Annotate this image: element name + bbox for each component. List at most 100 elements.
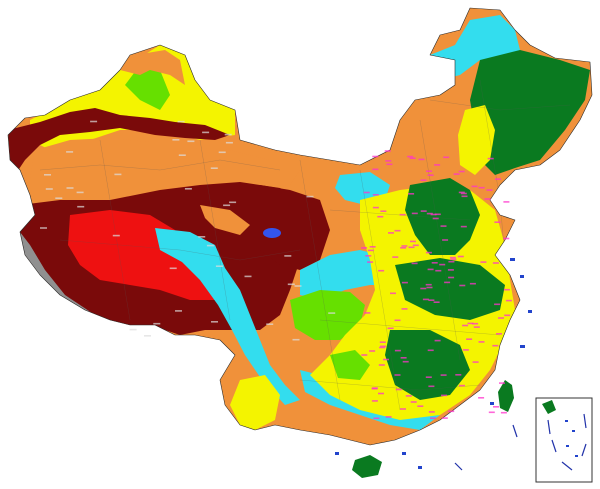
place-label-mark (369, 246, 376, 248)
place-label-mark (430, 417, 436, 419)
place-label-mark (426, 212, 433, 215)
place-label-mark (427, 174, 434, 176)
place-label-mark (40, 227, 47, 229)
place-label-mark (480, 261, 487, 263)
place-label-mark (411, 262, 418, 265)
place-label-mark (472, 322, 479, 325)
place-label-mark (427, 268, 434, 271)
place-label-mark (364, 312, 371, 314)
place-label-mark (484, 198, 491, 200)
region-green-northeast (470, 50, 590, 175)
region-hainan (352, 455, 382, 478)
region-yellow-northeast (458, 105, 495, 175)
inset-island (572, 430, 575, 432)
inset-dash (583, 413, 587, 429)
place-label-mark (380, 345, 387, 348)
place-label-mark (44, 174, 51, 176)
inset-dash (561, 461, 573, 471)
place-label-mark (458, 170, 465, 173)
island-marker (520, 275, 524, 278)
region-darkred-qinghai (180, 185, 330, 270)
place-label-mark (394, 229, 401, 232)
place-label-mark (407, 155, 414, 158)
place-label-mark (292, 338, 300, 341)
place-label-mark (394, 374, 401, 376)
place-label-mark (287, 283, 295, 286)
place-label-mark (399, 213, 406, 216)
place-label-mark (266, 323, 274, 325)
place-label-mark (386, 163, 393, 166)
place-label-mark (388, 232, 394, 234)
region-orange-altai (120, 50, 185, 85)
place-label-mark (449, 256, 456, 259)
place-label-mark (504, 314, 511, 317)
boundary-dash (512, 424, 518, 438)
place-label-mark (410, 401, 417, 403)
place-label-mark (487, 157, 494, 160)
place-label-mark (229, 201, 237, 204)
region-darkred-tianshan (8, 108, 230, 175)
place-label-mark (420, 287, 427, 290)
island-marker (520, 345, 525, 348)
place-label-mark (448, 260, 455, 263)
place-label-mark (129, 328, 137, 331)
region-green-yangtze (395, 258, 505, 320)
place-label-mark (442, 239, 449, 241)
place-label-mark (202, 131, 210, 134)
region-green-south (385, 330, 470, 400)
place-label-mark (379, 341, 386, 343)
place-label-mark (372, 206, 379, 209)
place-label-mark (400, 357, 407, 359)
place-label-mark (418, 158, 425, 161)
place-label-mark (433, 301, 440, 303)
sea-island-markers (335, 258, 532, 471)
place-label-mark (447, 269, 454, 271)
place-label-mark (390, 292, 396, 295)
place-label-mark (466, 338, 473, 340)
place-label-mark (408, 193, 415, 195)
place-label-mark (400, 408, 406, 410)
place-label-mark (411, 212, 418, 215)
place-label-mark (372, 168, 379, 171)
place-label-mark (458, 191, 465, 194)
place-label-mark (462, 324, 469, 327)
place-label-mark (422, 298, 429, 301)
place-label-mark (385, 416, 392, 418)
place-label-mark (172, 139, 180, 141)
place-label-mark (361, 354, 368, 356)
place-label-mark (178, 154, 186, 156)
place-label-mark (494, 303, 501, 306)
place-label-mark (498, 317, 504, 319)
region-lightgreen-patches (330, 350, 370, 380)
place-label-mark (473, 326, 480, 328)
place-label-mark (459, 384, 465, 387)
place-label-mark (76, 191, 84, 194)
place-label-mark (394, 349, 401, 352)
place-label-mark (66, 151, 74, 153)
place-label-mark (400, 247, 407, 249)
place-label-mark (443, 156, 450, 159)
place-label-mark (448, 410, 455, 413)
place-label-mark (434, 164, 441, 166)
place-label-mark (401, 308, 408, 310)
place-label-mark (461, 195, 468, 198)
place-label-mark (492, 344, 499, 347)
place-label-mark (420, 179, 427, 181)
place-label-mark (394, 319, 401, 322)
region-taiwan (498, 380, 514, 412)
place-label-mark (177, 120, 185, 123)
place-label-mark (284, 255, 292, 257)
place-label-mark (428, 385, 435, 388)
place-label-mark (223, 204, 231, 207)
place-label-mark (294, 285, 302, 287)
place-label-mark (467, 322, 474, 325)
place-label-mark (392, 256, 399, 258)
place-label-mark (369, 350, 376, 352)
place-label-mark (371, 400, 378, 402)
place-label-mark (169, 267, 177, 270)
inset-island (566, 445, 569, 447)
place-label-mark (428, 299, 435, 301)
place-label-mark (440, 374, 447, 376)
region-yellow-yunnan (230, 375, 280, 430)
place-label-mark (45, 188, 53, 190)
